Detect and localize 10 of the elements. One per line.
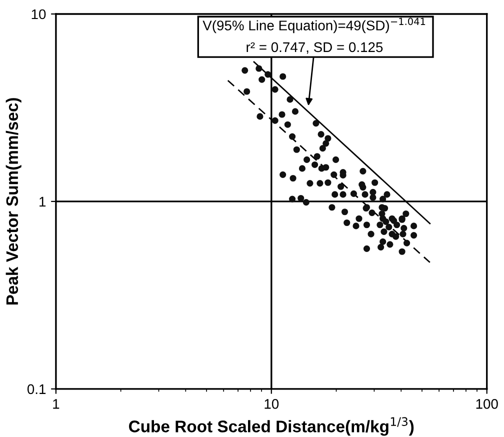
annotation: V(95% Line Equation)=49(SD)$^{−1.041}$ bbox=[202, 18, 426, 34]
annotation: r² = 0.747, SD = 0.125 bbox=[246, 42, 383, 54]
x-tick-label: 100 bbox=[476, 399, 498, 409]
y-tick-label: 0.1 bbox=[27, 384, 46, 394]
y-tick-label: 1 bbox=[40, 196, 46, 206]
x-tick-label: 1 bbox=[53, 399, 60, 409]
y-tick-label: 10 bbox=[32, 9, 46, 20]
x-tick-label: 10 bbox=[264, 399, 279, 409]
x-axis-title: Cube Root Scaled Distance(m/kg$^{1/3}$) bbox=[129, 417, 414, 436]
y-axis-title: Peak Vector Sum(mm/sec) bbox=[6, 98, 22, 305]
